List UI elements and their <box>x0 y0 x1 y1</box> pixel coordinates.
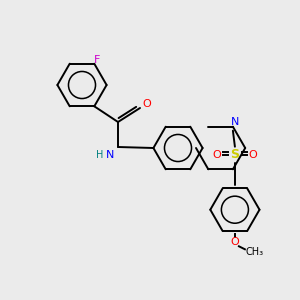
Text: O: O <box>230 237 239 247</box>
Text: S: S <box>230 148 239 161</box>
Text: F: F <box>94 55 101 65</box>
Text: O: O <box>142 99 152 109</box>
Text: N: N <box>106 150 114 160</box>
Text: CH₃: CH₃ <box>246 247 264 257</box>
Text: N: N <box>231 117 239 127</box>
Text: O: O <box>248 150 257 160</box>
Text: H: H <box>96 150 104 160</box>
Text: O: O <box>212 150 221 160</box>
